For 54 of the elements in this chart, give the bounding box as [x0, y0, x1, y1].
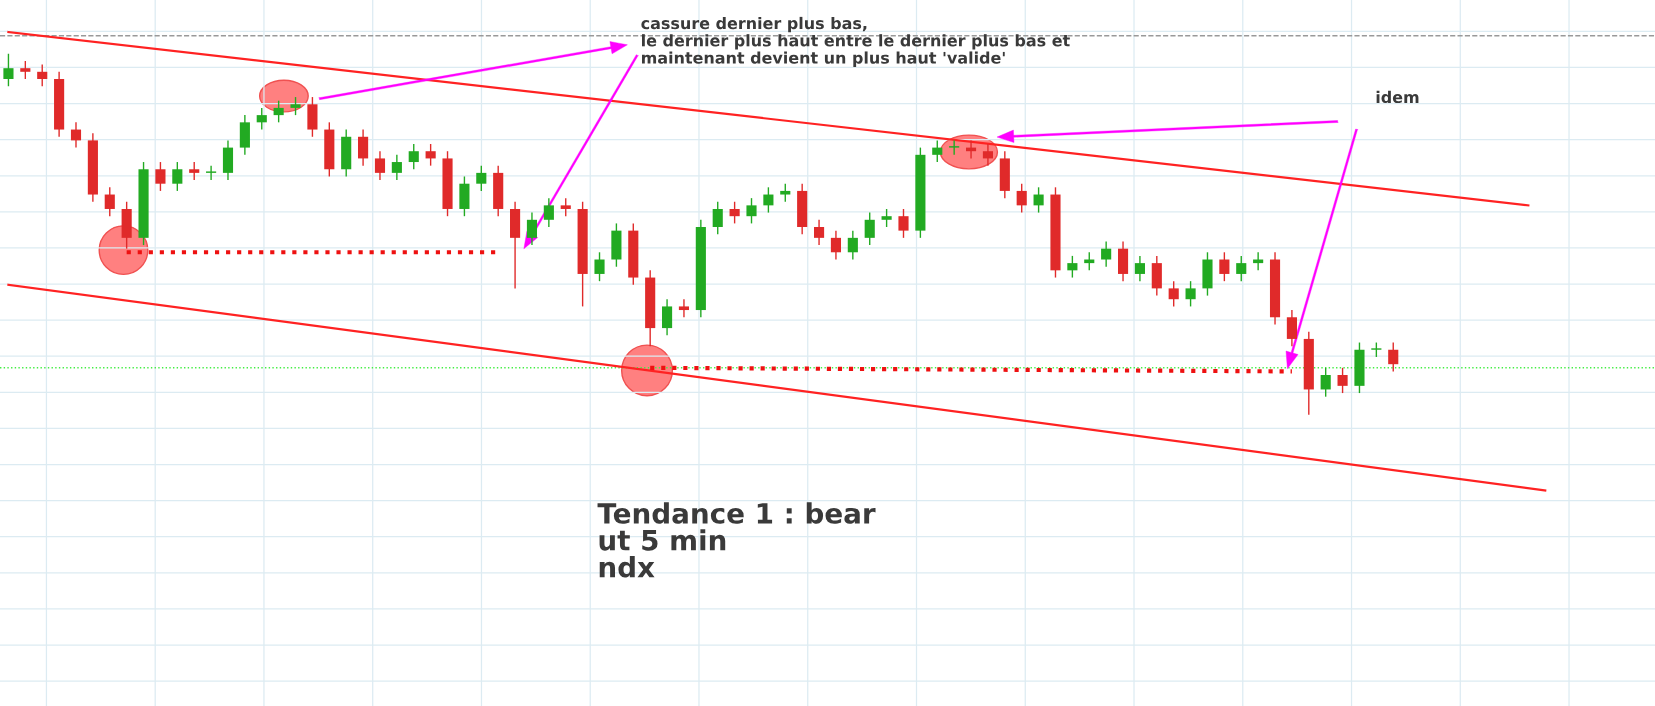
- candlestick: [712, 201, 723, 235]
- candlestick: [881, 208, 892, 228]
- candlestick: [172, 161, 183, 192]
- candlestick: [256, 107, 267, 131]
- candlestick: [932, 139, 943, 163]
- text: Tendance 1 : bear ut 5 min ndx: [597, 502, 876, 578]
- candlestick: [374, 150, 386, 181]
- candlestick: [729, 201, 740, 225]
- candlestick: [1016, 183, 1027, 214]
- candlestick: [1236, 255, 1247, 282]
- candlestick: [813, 219, 825, 246]
- candlestick: [1033, 186, 1044, 214]
- candlestick: [425, 143, 436, 167]
- candlestick: [594, 251, 605, 282]
- candlestick: [391, 154, 402, 181]
- candlestick: [155, 161, 166, 192]
- candlestick: [1168, 280, 1179, 308]
- candlestick: [543, 197, 554, 228]
- candlestick: [1101, 240, 1112, 268]
- candlestick: [20, 60, 31, 80]
- candlestick: [1219, 251, 1230, 282]
- candlestick: [1337, 367, 1348, 394]
- candlestick: [864, 211, 875, 246]
- candlestick: [982, 143, 993, 167]
- candlestick: [898, 208, 909, 239]
- candlestick: [3, 53, 14, 87]
- candlestick: [290, 96, 301, 116]
- candlestick: [847, 229, 858, 261]
- candlestick: [104, 186, 115, 217]
- candlestick: [1388, 341, 1399, 373]
- candlestick: [1067, 255, 1078, 279]
- candlestick: [662, 298, 673, 337]
- candlestick: [526, 211, 538, 246]
- candlestick: [206, 164, 217, 181]
- candlestick: [70, 121, 82, 149]
- candlestick: [1320, 367, 1331, 398]
- candlestick: [408, 143, 419, 170]
- candlestick: [358, 128, 369, 167]
- candlestick: [746, 197, 757, 225]
- candlestick: [949, 139, 960, 156]
- candlestick: [1286, 309, 1297, 347]
- candlestick: [273, 99, 284, 124]
- candlestick: [763, 186, 774, 214]
- candlestick: [1134, 255, 1145, 282]
- candlestick: [1185, 280, 1196, 308]
- candlestick: [830, 229, 842, 261]
- candlestick: [780, 183, 791, 203]
- candlestick: [189, 161, 200, 181]
- candlestick: [37, 63, 48, 87]
- candlestick: [476, 164, 487, 192]
- candlestick: [560, 197, 571, 217]
- candlestick: [678, 298, 690, 318]
- annotation: idem: [1376, 90, 1419, 104]
- annotation: cassure dernier plus bas, le dernier plus haut entre le dernier plus bas et maintenant devient un plus haut 'valide': [641, 16, 1070, 67]
